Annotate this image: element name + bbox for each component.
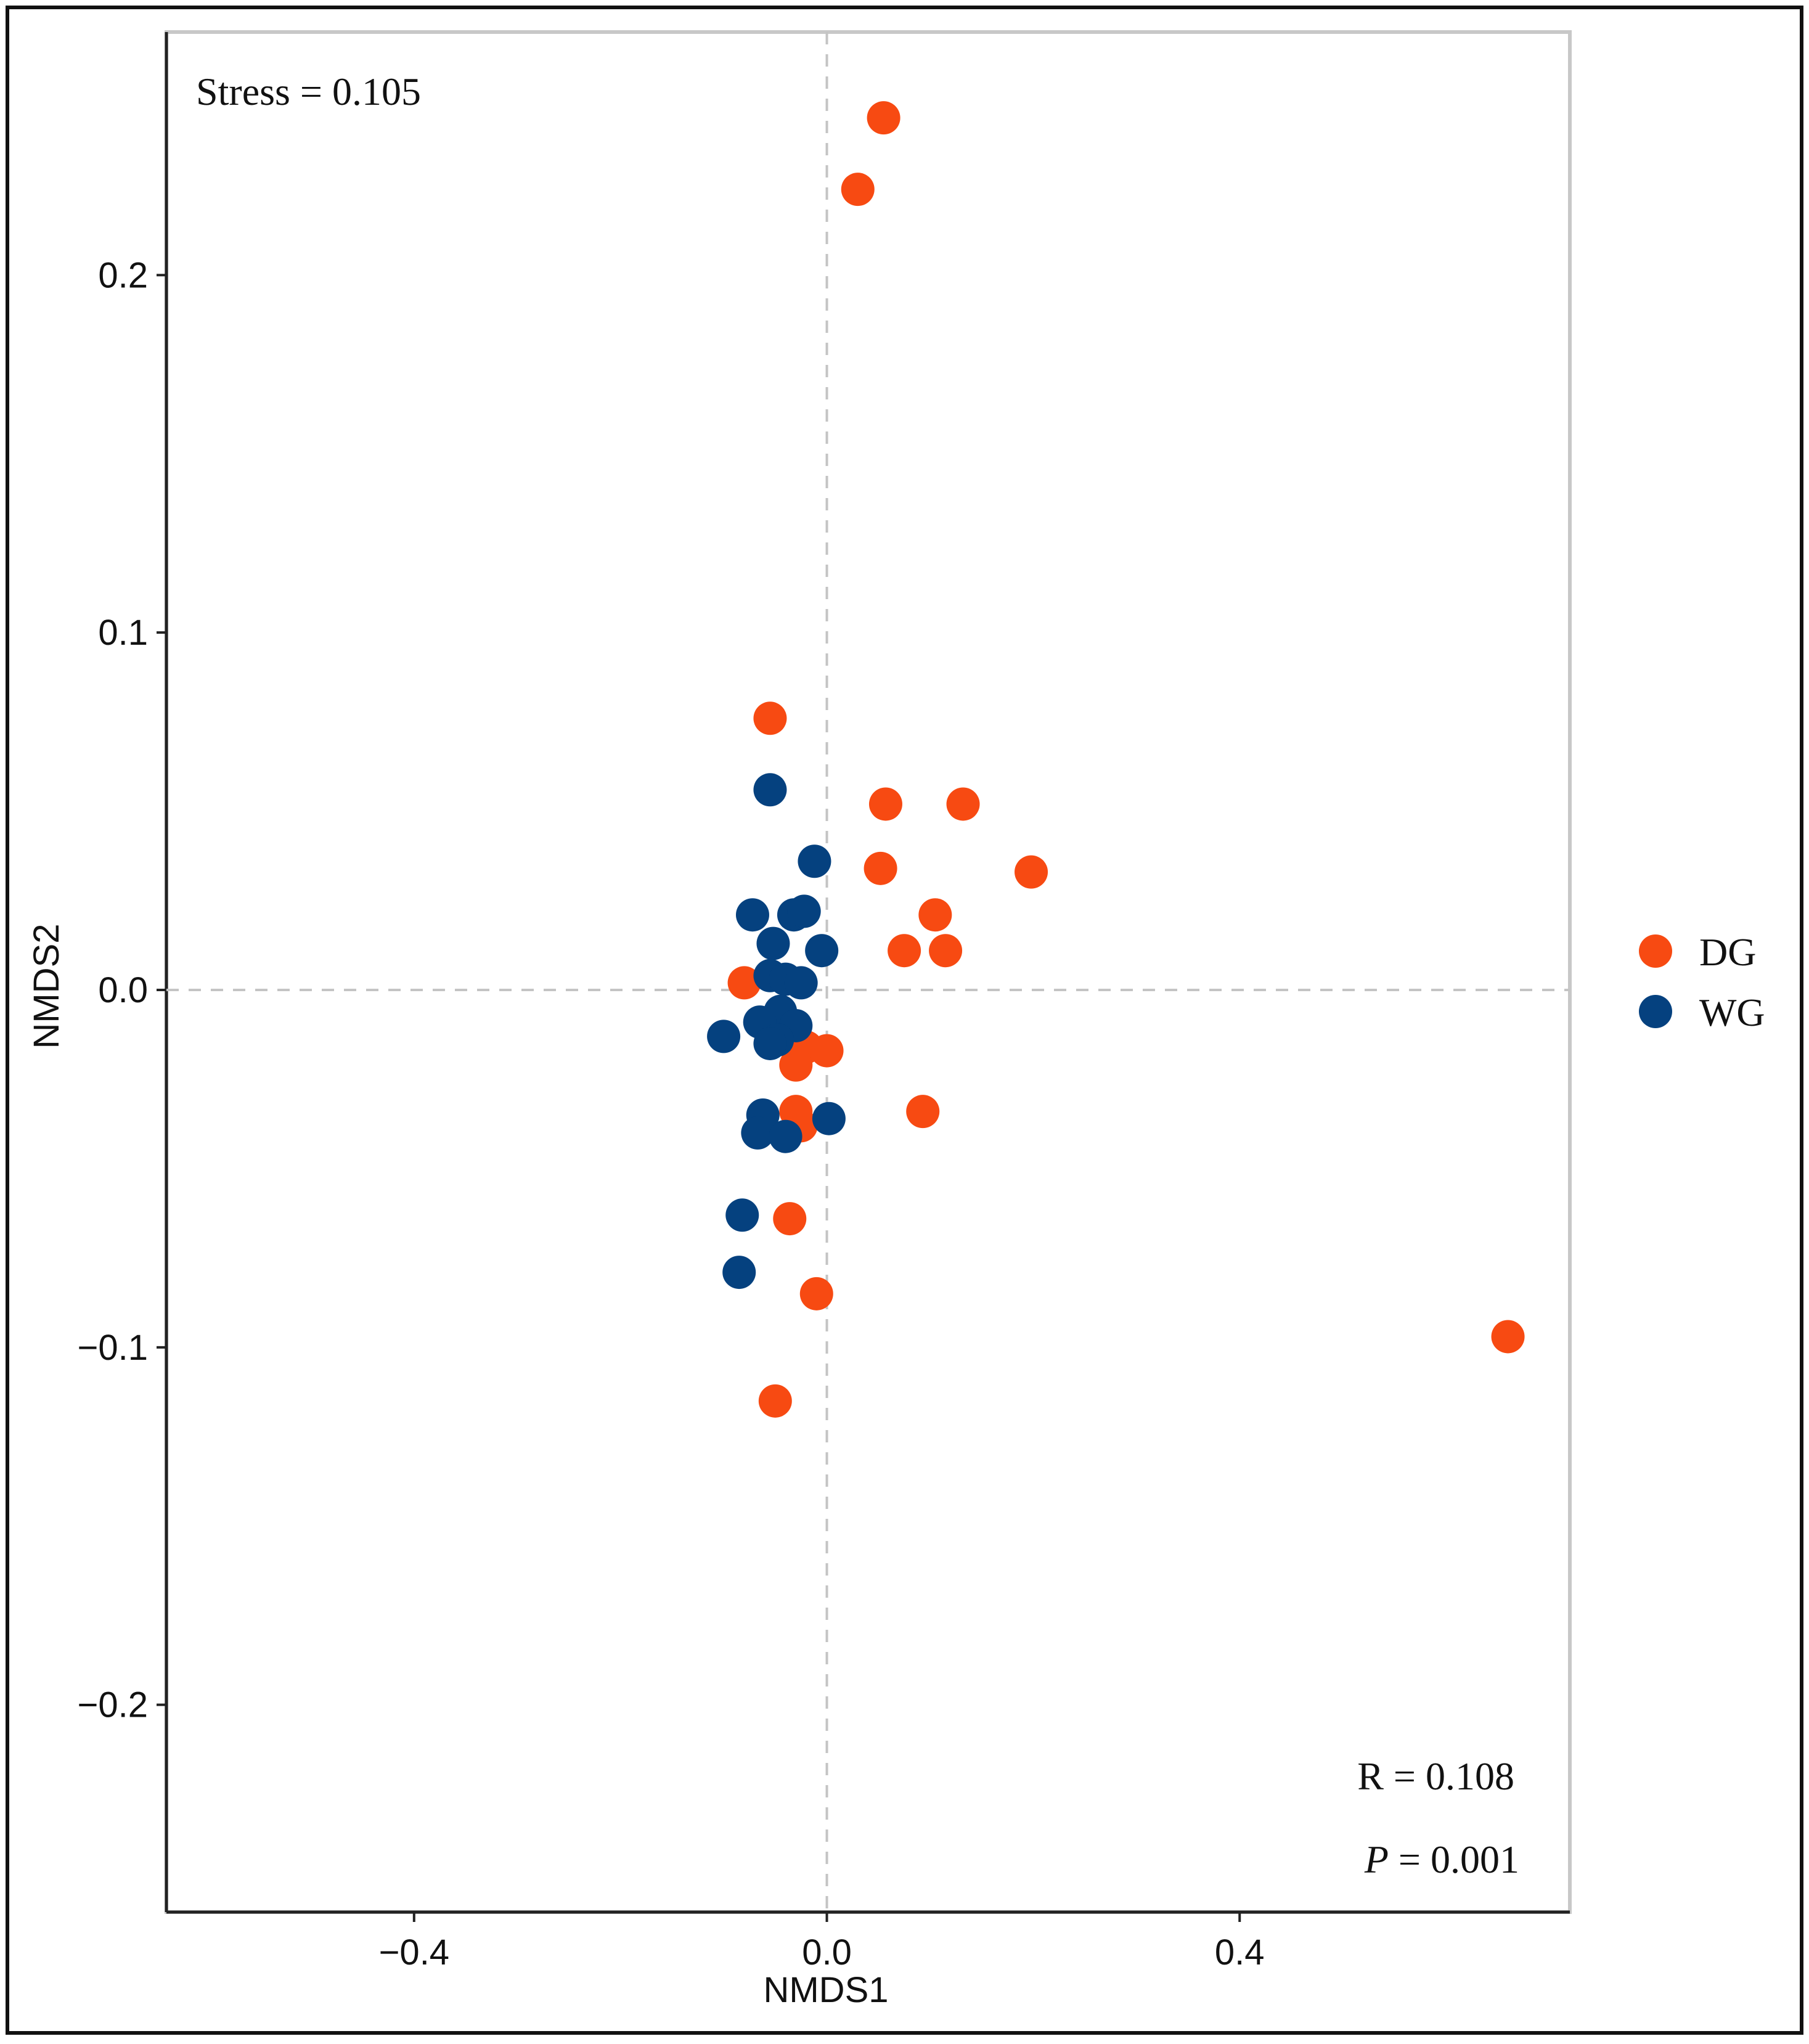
point-dg [864, 851, 897, 885]
legend-label-wg: WG [1699, 991, 1765, 1034]
point-dg [810, 1034, 844, 1068]
point-dg [946, 787, 980, 821]
point-dg [918, 898, 952, 932]
y-axis-title: NMDS2 [27, 923, 67, 1049]
point-wg [784, 966, 818, 1000]
point-dg [727, 966, 761, 1000]
point-wg [787, 894, 821, 928]
point-dg [929, 934, 963, 968]
point-wg [722, 1256, 756, 1290]
y-tick-label: 0.2 [98, 255, 148, 295]
legend-label-dg: DG [1699, 930, 1756, 974]
p-value: = 0.001 [1389, 1838, 1519, 1881]
point-dg [758, 1384, 792, 1418]
series-wg [707, 773, 846, 1290]
point-wg [805, 934, 839, 968]
point-dg [867, 101, 900, 135]
x-tick-label: 0.0 [802, 1932, 852, 1972]
point-wg [753, 1026, 787, 1060]
legend-marker-dg [1639, 934, 1672, 968]
figure-border [6, 6, 1803, 2035]
point-dg [773, 1202, 807, 1236]
reference-lines [166, 32, 1570, 1912]
p-annotation: P = 0.001 [1364, 1838, 1519, 1881]
y-axis-ticks: 0.2 0.1 0.0 −0.1 −0.2 [78, 255, 166, 1725]
point-dg [753, 701, 787, 735]
point-wg [753, 773, 787, 807]
series-dg [727, 101, 1525, 1418]
y-tick-label: 0.1 [98, 613, 148, 653]
point-wg [741, 1116, 775, 1150]
point-dg [1491, 1320, 1525, 1354]
point-dg [1015, 855, 1048, 889]
point-dg [841, 173, 875, 206]
x-tick-label: 0.4 [1215, 1932, 1265, 1972]
y-tick-label: −0.1 [78, 1328, 149, 1368]
point-wg [735, 898, 769, 932]
p-label: P [1364, 1838, 1389, 1881]
r-annotation: R = 0.108 [1357, 1754, 1514, 1798]
stress-annotation: Stress = 0.105 [196, 70, 421, 113]
x-axis-ticks: −0.4 0.0 0.4 [379, 1912, 1265, 1972]
legend-marker-wg [1639, 995, 1672, 1028]
point-wg [812, 1102, 846, 1135]
point-wg [725, 1198, 759, 1232]
x-tick-label: −0.4 [379, 1932, 450, 1972]
data-points [707, 101, 1525, 1418]
point-wg [756, 926, 790, 960]
legend: DG WG [1639, 930, 1765, 1034]
y-tick-label: −0.2 [78, 1685, 149, 1725]
point-wg [798, 844, 831, 878]
point-dg [779, 1048, 813, 1082]
y-tick-label: 0.0 [98, 970, 148, 1010]
point-dg [888, 934, 921, 968]
point-dg [799, 1277, 833, 1310]
x-axis-title: NMDS1 [763, 1970, 888, 2010]
point-wg [769, 1119, 802, 1153]
point-wg [707, 1020, 741, 1053]
point-dg [906, 1095, 940, 1129]
point-dg [868, 787, 902, 821]
